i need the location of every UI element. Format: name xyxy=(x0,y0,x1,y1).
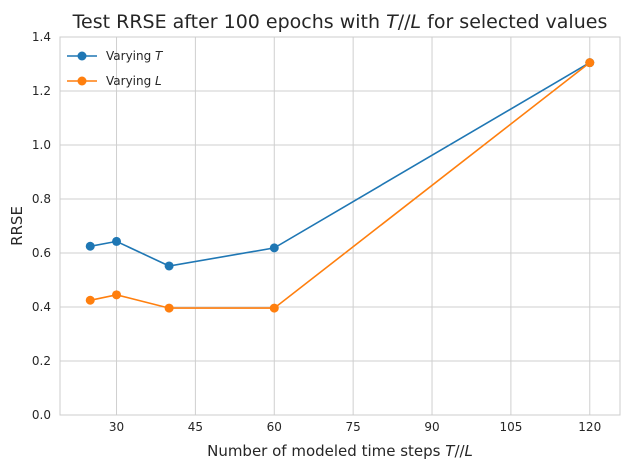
legend-marker-varying-l xyxy=(77,76,87,86)
x-tick-label: 45 xyxy=(188,420,203,434)
y-tick-label: 1.2 xyxy=(32,84,51,98)
data-point-varying-t xyxy=(269,243,279,253)
data-point-varying-t xyxy=(112,236,122,246)
series-varying-t xyxy=(85,58,595,271)
chart-title: Test RRSE after 100 epochs with T//L for… xyxy=(72,11,608,33)
x-tick-label: 90 xyxy=(424,420,439,434)
chart-title-var-1: T xyxy=(386,11,399,33)
legend-entry-varying-t: Varying T xyxy=(67,49,164,63)
y-tick-label: 0.4 xyxy=(32,300,51,314)
legend-label-varying-t-var: T xyxy=(155,49,164,63)
data-point-varying-l xyxy=(85,295,95,305)
x-tick-label: 30 xyxy=(109,420,124,434)
legend-marker-varying-t xyxy=(77,51,87,61)
y-axis-title: RRSE xyxy=(8,206,26,246)
legend-label-varying-t: Varying T xyxy=(106,49,164,63)
data-point-varying-t xyxy=(164,261,174,271)
legend: Varying T Varying L xyxy=(67,49,164,88)
x-tick-label: 75 xyxy=(346,420,361,434)
data-point-varying-t xyxy=(85,241,95,251)
chart-title-var-2: L xyxy=(411,11,422,33)
y-tick-label: 0.2 xyxy=(32,354,51,368)
y-tick-label: 1.0 xyxy=(32,138,51,152)
x-tick-label: 120 xyxy=(578,420,601,434)
chart-title-part-3: for selected values xyxy=(421,11,607,33)
chart-title-part-2: // xyxy=(398,11,411,33)
legend-label-varying-t-word: Varying xyxy=(106,49,155,63)
data-point-varying-l xyxy=(164,303,174,313)
series-layer xyxy=(85,58,595,313)
data-point-varying-l xyxy=(585,58,595,68)
legend-label-varying-l-var: L xyxy=(155,74,162,88)
series-varying-l xyxy=(85,58,595,313)
plot-frame xyxy=(59,36,621,416)
x-axis-title-part-1: Number of modeled time steps xyxy=(207,442,445,460)
legend-label-varying-l: Varying L xyxy=(106,74,162,88)
x-axis-title: Number of modeled time steps T//L xyxy=(207,442,473,460)
legend-label-varying-l-word: Varying xyxy=(106,74,155,88)
y-tick-label: 0.6 xyxy=(32,246,51,260)
chart-title-part-1: Test RRSE after 100 epochs with xyxy=(72,11,386,33)
y-tick-label: 1.4 xyxy=(32,30,51,44)
x-axis-title-var-2: L xyxy=(465,442,473,460)
y-tick-label: 0.8 xyxy=(32,192,51,206)
x-tick-label: 60 xyxy=(267,420,282,434)
grid xyxy=(60,36,620,416)
data-point-varying-l xyxy=(112,290,122,300)
y-tick-labels: 0.0 0.2 0.4 0.6 0.8 1.0 1.2 1.4 xyxy=(32,30,51,422)
legend-entry-varying-l: Varying L xyxy=(67,74,162,88)
x-tick-labels: 30 45 60 75 90 105 120 xyxy=(109,420,601,434)
x-axis-title-var-1: T xyxy=(445,442,456,460)
data-point-varying-l xyxy=(269,303,279,313)
series-line-varying-t xyxy=(90,61,591,267)
x-axis-title-part-2: // xyxy=(454,442,465,460)
y-tick-label: 0.0 xyxy=(32,408,51,422)
x-tick-label: 105 xyxy=(499,420,522,434)
series-line-varying-l xyxy=(90,61,591,309)
